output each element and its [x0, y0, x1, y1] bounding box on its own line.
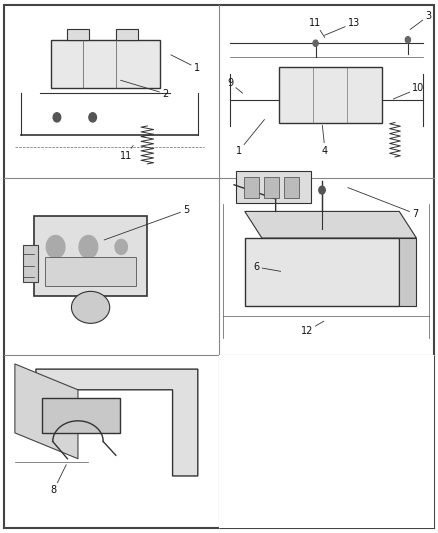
Bar: [245, 238, 399, 305]
Bar: [116, 29, 138, 40]
Text: 1: 1: [236, 119, 265, 156]
Text: 10: 10: [393, 84, 424, 99]
Bar: [236, 171, 311, 203]
Bar: [244, 177, 259, 198]
Circle shape: [115, 239, 127, 255]
Text: 3: 3: [410, 11, 431, 29]
Polygon shape: [399, 238, 417, 305]
Bar: [219, 356, 434, 528]
Text: 6: 6: [253, 262, 281, 272]
Text: 11: 11: [120, 146, 133, 161]
Circle shape: [313, 40, 318, 46]
Circle shape: [79, 236, 98, 259]
Polygon shape: [36, 369, 198, 476]
Circle shape: [89, 113, 96, 122]
Bar: [264, 177, 279, 198]
Polygon shape: [15, 364, 78, 459]
Bar: [45, 257, 137, 286]
Ellipse shape: [71, 292, 110, 324]
Bar: [284, 177, 299, 198]
Polygon shape: [42, 399, 120, 433]
Text: 2: 2: [120, 80, 168, 99]
Text: 11: 11: [309, 18, 325, 37]
FancyBboxPatch shape: [51, 40, 160, 88]
Text: 8: 8: [51, 465, 66, 495]
Text: 12: 12: [300, 321, 324, 336]
FancyBboxPatch shape: [279, 67, 382, 123]
Text: 7: 7: [348, 188, 418, 219]
Circle shape: [405, 37, 410, 43]
Polygon shape: [245, 212, 417, 238]
Text: 13: 13: [325, 18, 360, 35]
Circle shape: [46, 236, 65, 259]
Text: 9: 9: [228, 78, 243, 93]
Bar: [67, 29, 89, 40]
FancyBboxPatch shape: [34, 216, 148, 296]
Text: 1: 1: [171, 55, 200, 73]
Bar: [23, 245, 38, 282]
Text: 5: 5: [104, 205, 189, 240]
Circle shape: [319, 186, 325, 194]
Circle shape: [53, 113, 61, 122]
Text: 4: 4: [322, 125, 328, 156]
